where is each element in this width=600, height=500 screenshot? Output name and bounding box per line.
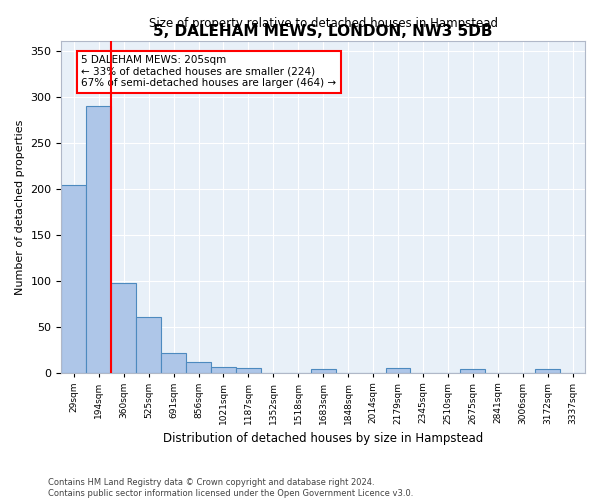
Bar bbox=[460, 369, 485, 372]
Text: Contains HM Land Registry data © Crown copyright and database right 2024.
Contai: Contains HM Land Registry data © Crown c… bbox=[48, 478, 413, 498]
Bar bbox=[535, 369, 560, 372]
X-axis label: Distribution of detached houses by size in Hampstead: Distribution of detached houses by size … bbox=[163, 432, 484, 445]
Bar bbox=[386, 368, 410, 372]
Bar bbox=[311, 369, 335, 372]
Bar bbox=[111, 284, 136, 372]
Bar bbox=[186, 362, 211, 372]
Bar bbox=[236, 368, 261, 372]
Title: 5, DALEHAM MEWS, LONDON, NW3 5DB: 5, DALEHAM MEWS, LONDON, NW3 5DB bbox=[154, 24, 493, 39]
Bar bbox=[61, 185, 86, 372]
Bar bbox=[161, 353, 186, 372]
Text: 5 DALEHAM MEWS: 205sqm
← 33% of detached houses are smaller (224)
67% of semi-de: 5 DALEHAM MEWS: 205sqm ← 33% of detached… bbox=[82, 56, 337, 88]
Bar bbox=[136, 318, 161, 372]
Y-axis label: Number of detached properties: Number of detached properties bbox=[15, 120, 25, 294]
Text: Size of property relative to detached houses in Hampstead: Size of property relative to detached ho… bbox=[149, 17, 498, 30]
Bar bbox=[86, 106, 111, 372]
Bar bbox=[211, 367, 236, 372]
